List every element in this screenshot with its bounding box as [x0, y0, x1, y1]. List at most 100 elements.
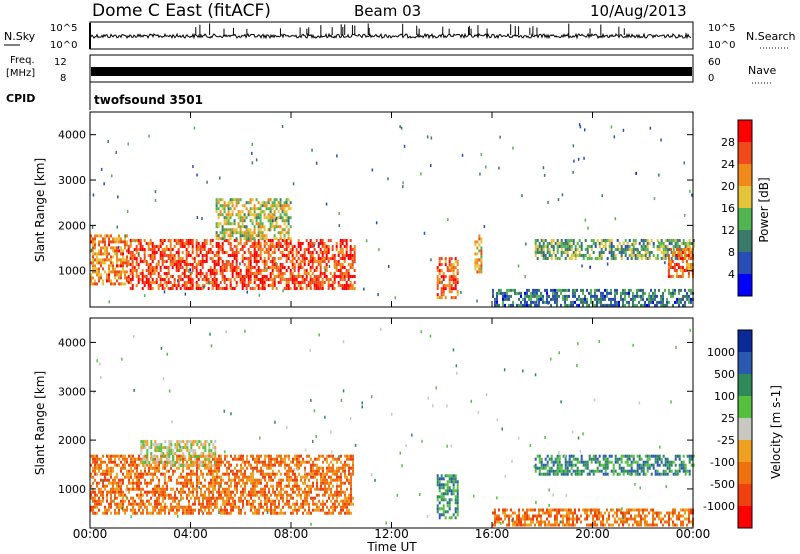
velocity-cell: [154, 505, 156, 509]
velocity-cell: [120, 493, 122, 497]
power-cell: [305, 287, 308, 290]
velocity-cell: [298, 493, 300, 497]
velocity-cell: [128, 463, 130, 467]
power-colorbar-label: 28: [721, 136, 735, 149]
power-cell: [120, 246, 122, 250]
velocity-cell: [220, 475, 222, 479]
velocity-cell: [436, 504, 439, 508]
power-cell: [187, 239, 190, 242]
power-cell: [540, 297, 542, 301]
velocity-cell: [330, 493, 332, 497]
velocity-cell: [278, 484, 280, 488]
velocity-cell: [126, 457, 128, 461]
power-cell: [291, 278, 294, 281]
velocity-cell: [158, 458, 161, 462]
power-cell: [251, 254, 254, 257]
velocity-cell: [256, 511, 258, 515]
power-cell: [580, 254, 583, 257]
power-cell: [594, 245, 597, 248]
velocity-cell: [220, 496, 222, 500]
velocity-cell: [340, 487, 342, 491]
velocity-cell: [128, 487, 130, 491]
power-cell: [241, 219, 244, 223]
velocity-cell: [314, 487, 316, 491]
power-cell: [100, 240, 102, 244]
velocity-cell: [198, 496, 200, 500]
velocity-cell: [236, 490, 238, 494]
velocity-cell: [202, 499, 204, 503]
power-cell: [564, 303, 566, 307]
power-cell: [438, 278, 441, 282]
velocity-cell: [560, 472, 563, 476]
power-cell: [654, 294, 656, 298]
power-cell: [96, 261, 98, 265]
velocity-cell: [106, 463, 108, 467]
power-cell: [283, 219, 286, 223]
power-cell: [110, 255, 112, 259]
power-cell: [223, 204, 226, 208]
power-cell: [681, 269, 684, 272]
power-cell: [177, 242, 180, 245]
velocity-cell: [284, 460, 286, 464]
power-cell: [239, 269, 242, 272]
velocity-cell: [232, 490, 234, 494]
power-cell: [181, 245, 184, 248]
power-cell: [674, 239, 677, 242]
power-cell: [235, 257, 238, 260]
velocity-cell: [138, 496, 140, 500]
power-cell: [624, 254, 627, 257]
velocity-cell: [442, 495, 445, 499]
velocity-cell: [162, 455, 165, 459]
power-cell: [323, 275, 326, 278]
velocity-cell: [234, 475, 236, 479]
power-cell: [586, 245, 589, 248]
velocity-cell: [626, 469, 629, 473]
power-cell: [614, 297, 616, 301]
velocity-cell: [158, 463, 160, 467]
velocity-cell: [148, 502, 150, 506]
power-cell: [207, 248, 210, 251]
velocity-cell: [110, 511, 112, 515]
velocity-cell: [336, 496, 338, 500]
power-cell: [672, 239, 675, 242]
power-cell: [263, 245, 266, 248]
velocity-cell: [204, 440, 207, 444]
power-cell: [249, 260, 252, 263]
velocity-cell: [588, 472, 591, 476]
power-cell: [476, 264, 479, 268]
power-cell: [636, 251, 639, 254]
power-cell: [135, 248, 138, 251]
velocity-cell: [252, 511, 254, 515]
velocity-cell: [314, 457, 316, 461]
power-cell: [201, 242, 204, 245]
power-cell: [92, 246, 94, 250]
power-cell: [201, 287, 204, 290]
velocity-cell: [128, 454, 130, 458]
velocity-cell: [162, 461, 165, 465]
power-cell: [502, 291, 504, 295]
power-cell: [558, 245, 561, 248]
velocity-cell: [140, 469, 142, 473]
power-noise: [318, 242, 320, 246]
power-cell: [309, 269, 312, 272]
power-cell: [680, 288, 682, 292]
velocity-cell: [216, 478, 218, 482]
power-cell: [564, 248, 567, 251]
power-cell: [247, 284, 250, 287]
velocity-cell: [268, 499, 270, 503]
power-cell: [548, 254, 551, 257]
power-cell: [301, 287, 304, 290]
velocity-cell: [114, 493, 116, 497]
velocity-cell: [598, 469, 601, 473]
velocity-cell: [304, 481, 306, 485]
power-cell: [127, 260, 130, 263]
velocity-cell: [110, 472, 112, 476]
power-cell: [552, 294, 554, 298]
velocity-cell: [560, 469, 563, 473]
velocity-cell: [118, 505, 120, 509]
power-cell: [347, 275, 350, 278]
velocity-cell: [258, 457, 260, 461]
power-cell: [235, 245, 238, 248]
velocity-cell: [556, 469, 559, 473]
power-cell: [225, 260, 228, 263]
